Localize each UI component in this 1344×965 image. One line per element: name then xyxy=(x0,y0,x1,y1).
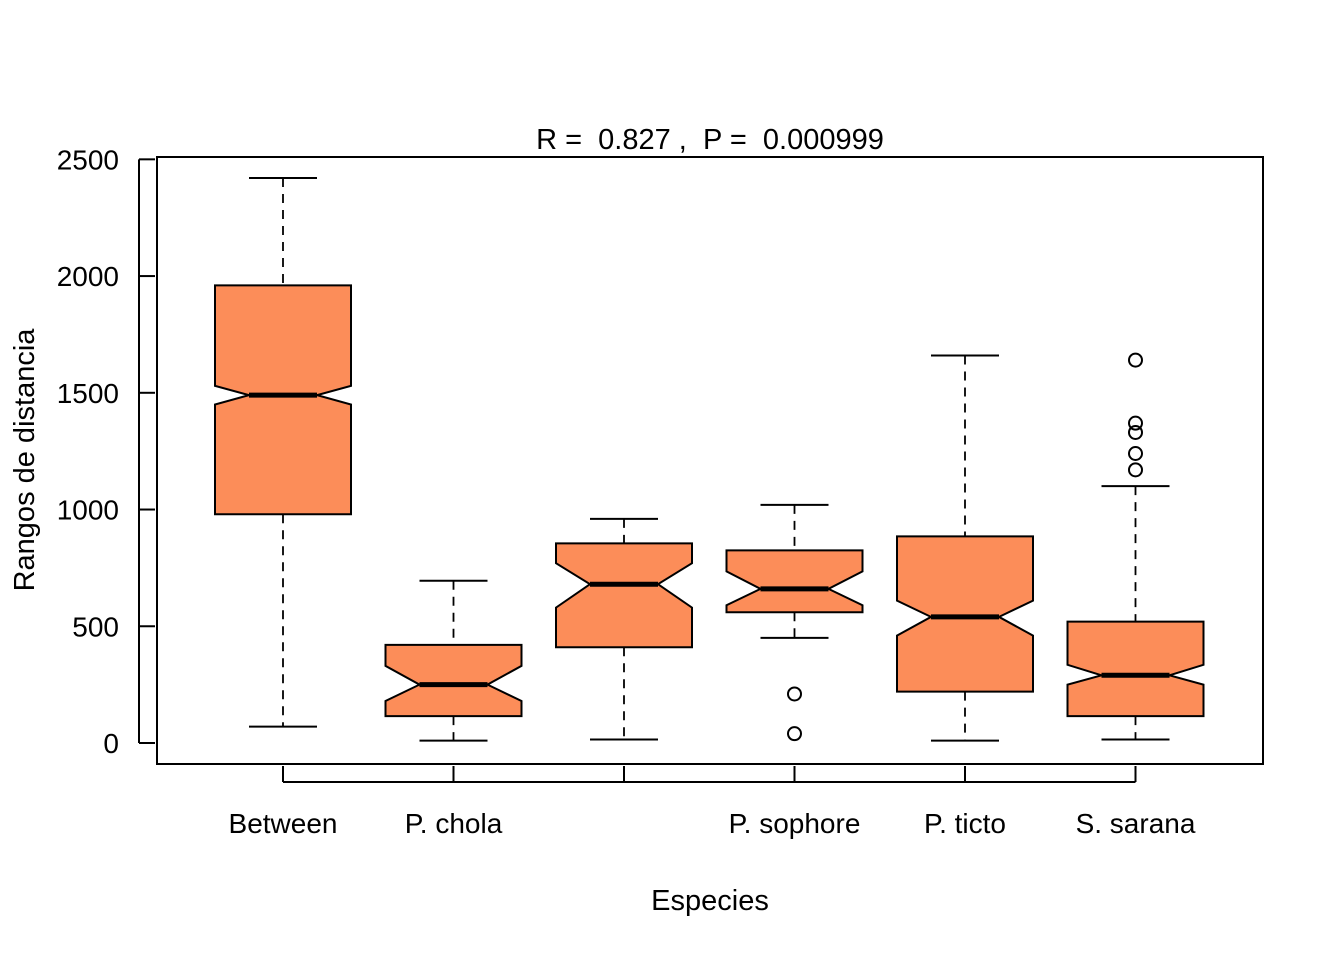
outlier-point xyxy=(787,686,802,702)
y-tick-label: 1000 xyxy=(57,495,119,526)
y-axis: 0 500 1000 1500 2000 2500 xyxy=(57,144,155,759)
y-axis-title: Rangos de distancia xyxy=(9,328,41,592)
y-tick-label: 2500 xyxy=(57,144,119,175)
x-tick-label: S. sarana xyxy=(1076,808,1196,839)
box xyxy=(555,542,693,649)
box xyxy=(725,549,864,614)
outlier-point xyxy=(1128,462,1143,478)
y-tick-label: 500 xyxy=(72,611,119,642)
box-group xyxy=(384,579,523,742)
plot-frame xyxy=(156,156,1264,765)
x-axis-title: Especies xyxy=(651,885,769,917)
outlier-point xyxy=(1128,352,1143,368)
y-tick-label: 1500 xyxy=(57,378,119,409)
outlier-point xyxy=(787,726,802,742)
box-group xyxy=(896,354,1034,742)
outlier-point xyxy=(1128,415,1143,431)
y-tick-label: 2000 xyxy=(57,261,119,292)
x-tick-label: P. chola xyxy=(405,808,503,839)
x-tick-label: P. ticto xyxy=(924,808,1006,839)
box-group xyxy=(555,517,693,741)
chart-title: R = 0.827 , P = 0.000999 xyxy=(536,124,884,156)
x-axis: Between P. chola P. sophore P. ticto S. sara… xyxy=(229,766,1196,839)
outlier-point xyxy=(1128,445,1143,461)
box-group xyxy=(725,503,864,742)
outlier-point xyxy=(1128,424,1143,440)
box xyxy=(896,535,1034,693)
x-tick-label: Between xyxy=(229,808,338,839)
box xyxy=(384,643,523,718)
box-group xyxy=(214,177,352,728)
box xyxy=(214,284,352,516)
y-tick-label: 0 xyxy=(103,728,119,759)
boxes xyxy=(214,177,1205,742)
box-group xyxy=(1066,352,1205,741)
box xyxy=(1066,620,1205,718)
x-tick-label: P. sophore xyxy=(729,808,861,839)
